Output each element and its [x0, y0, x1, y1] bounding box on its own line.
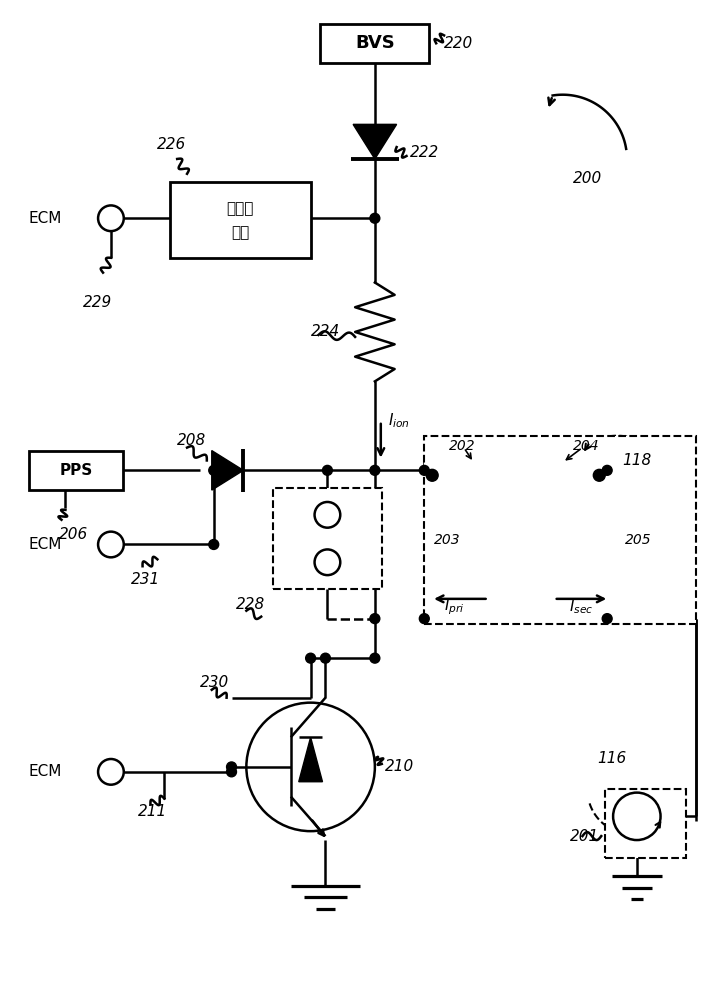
- Text: PPS: PPS: [59, 463, 92, 478]
- Text: 200: 200: [573, 171, 602, 186]
- Bar: [273, 488, 382, 589]
- Circle shape: [321, 653, 330, 663]
- Text: 204: 204: [573, 439, 599, 453]
- Text: 222: 222: [409, 145, 438, 160]
- Text: ECM: ECM: [29, 537, 63, 552]
- Text: ECM: ECM: [29, 211, 63, 226]
- Circle shape: [419, 465, 429, 475]
- Circle shape: [426, 469, 438, 481]
- Circle shape: [593, 469, 605, 481]
- Text: 230: 230: [200, 675, 229, 690]
- Text: $I_{ion}$: $I_{ion}$: [387, 412, 410, 430]
- Text: ECM: ECM: [29, 764, 63, 779]
- Circle shape: [602, 614, 612, 624]
- Text: 206: 206: [59, 527, 88, 542]
- Circle shape: [370, 614, 379, 624]
- Text: 211: 211: [137, 804, 167, 819]
- Text: BVS: BVS: [355, 34, 395, 52]
- Text: 感器: 感器: [231, 226, 249, 241]
- Text: 224: 224: [310, 324, 340, 339]
- Text: 228: 228: [236, 597, 265, 612]
- Bar: [170, 182, 310, 258]
- Text: 202: 202: [449, 439, 475, 453]
- Circle shape: [602, 465, 612, 475]
- Bar: [605, 789, 686, 858]
- Text: 118: 118: [622, 453, 651, 468]
- Text: 201: 201: [570, 829, 599, 844]
- Text: $I_{sec}$: $I_{sec}$: [569, 597, 594, 616]
- Polygon shape: [353, 124, 397, 159]
- Text: 203: 203: [434, 533, 461, 547]
- Circle shape: [305, 653, 316, 663]
- Text: 电流传: 电流传: [227, 201, 254, 216]
- Bar: [29, 451, 123, 490]
- Circle shape: [370, 653, 379, 663]
- Polygon shape: [212, 451, 244, 490]
- Bar: [321, 24, 429, 63]
- Circle shape: [209, 465, 219, 475]
- Bar: [425, 436, 696, 624]
- Circle shape: [370, 213, 379, 223]
- Circle shape: [323, 465, 332, 475]
- Text: 116: 116: [598, 751, 627, 766]
- Text: $I_{pri}$: $I_{pri}$: [443, 596, 465, 617]
- Circle shape: [419, 614, 429, 624]
- Text: 229: 229: [84, 295, 113, 310]
- Text: 208: 208: [177, 433, 206, 448]
- Polygon shape: [299, 737, 323, 782]
- Circle shape: [227, 767, 236, 777]
- Text: 205: 205: [625, 533, 651, 547]
- Circle shape: [209, 540, 219, 549]
- Circle shape: [227, 762, 236, 772]
- Circle shape: [370, 465, 379, 475]
- Text: 231: 231: [131, 572, 160, 587]
- Text: 220: 220: [444, 36, 473, 51]
- Text: 210: 210: [385, 759, 414, 774]
- Text: 226: 226: [157, 137, 187, 152]
